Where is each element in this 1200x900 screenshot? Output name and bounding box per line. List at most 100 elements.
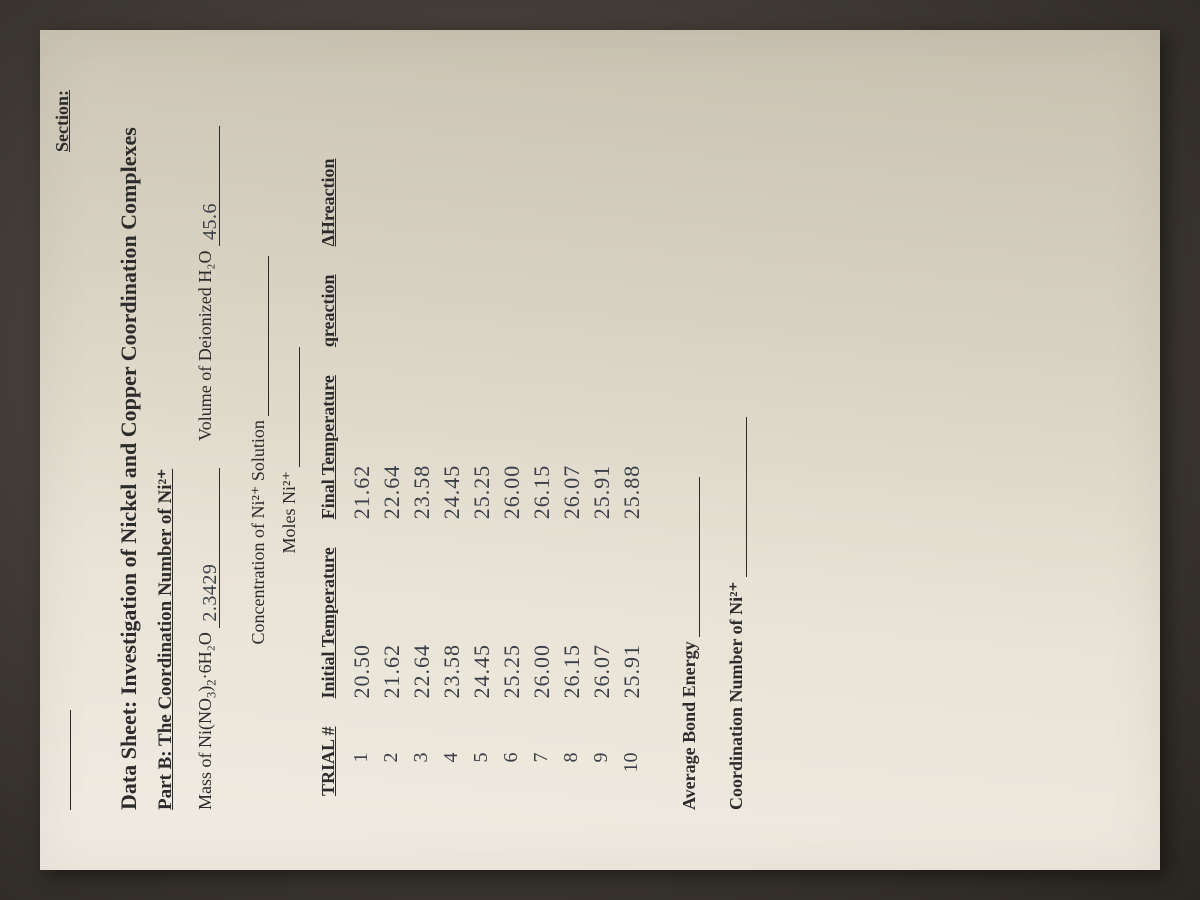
cell-q: [407, 260, 437, 361]
cell-dh: [347, 145, 377, 261]
photo-background: Section: Data Sheet: Investigation of Ni…: [0, 0, 1200, 900]
section-label: Section:: [52, 90, 73, 152]
cell-dh: [467, 145, 497, 261]
table-row: 726.0026.15: [527, 145, 557, 810]
concentration-label: Concentration of Ni²⁺ Solution: [248, 420, 268, 644]
worksheet-paper: Section: Data Sheet: Investigation of Ni…: [40, 30, 1160, 870]
table-row: 625.2526.00: [497, 145, 527, 810]
cell-t-final: 25.25: [467, 361, 497, 533]
cell-trial: 9: [587, 712, 617, 810]
cell-t-init: 26.00: [527, 533, 557, 712]
table-row: 926.0725.91: [587, 145, 617, 810]
cell-t-init: 20.50: [347, 533, 377, 712]
cell-t-final: 26.15: [527, 361, 557, 533]
cell-dh: [587, 145, 617, 261]
cell-t-init: 26.07: [587, 533, 617, 712]
cell-t-final: 25.91: [587, 361, 617, 533]
table-row: 120.5021.62: [347, 145, 377, 810]
cell-dh: [377, 145, 407, 261]
moles-label: Moles Ni²⁺: [279, 471, 299, 553]
footer-lines: Average Bond Energy Coordination Number …: [677, 90, 747, 810]
cell-trial: 10: [617, 712, 647, 810]
cell-t-final: 22.64: [377, 361, 407, 533]
table-row: 322.6423.58: [407, 145, 437, 810]
volume-blank: 45.6: [197, 126, 220, 246]
cell-dh: [557, 145, 587, 261]
volume-label: Volume of Deionized H₂O: [195, 251, 215, 441]
data-table: TRIAL # Initial Temperature Final Temper…: [314, 145, 647, 810]
cell-q: [467, 260, 497, 361]
cell-t-final: 26.00: [497, 361, 527, 533]
cell-dh: [407, 145, 437, 261]
moles-row: Moles Ni²⁺: [277, 90, 300, 810]
col-t-init: Initial Temperature: [314, 533, 347, 712]
table-row: 1025.9125.88: [617, 145, 647, 810]
cell-t-init: 25.25: [497, 533, 527, 712]
avg-bond-blank: [677, 477, 700, 637]
cell-trial: 2: [377, 712, 407, 810]
cell-q: [557, 260, 587, 361]
cell-t-final: 25.88: [617, 361, 647, 533]
mass-value: 2.3429: [199, 558, 221, 628]
date-blank: [52, 710, 71, 810]
avg-bond-label: Average Bond Energy: [679, 641, 699, 810]
concentration-row: Concentration of Ni²⁺ Solution: [246, 90, 269, 810]
cell-t-init: 26.15: [557, 533, 587, 712]
table-row: 423.5824.45: [437, 145, 467, 810]
cell-trial: 5: [467, 712, 497, 810]
col-t-final: Final Temperature: [314, 361, 347, 533]
table-row: 826.1526.07: [557, 145, 587, 810]
col-trial: TRIAL #: [314, 712, 347, 810]
cell-t-init: 25.91: [617, 533, 647, 712]
coord-num-blank: [724, 417, 747, 577]
cell-q: [497, 260, 527, 361]
cell-t-init: 21.62: [377, 533, 407, 712]
moles-blank: [277, 347, 300, 467]
concentration-blank: [246, 256, 269, 416]
volume-value: 45.6: [199, 197, 221, 246]
cell-trial: 4: [437, 712, 467, 810]
sheet-title: Data Sheet: Investigation of Nickel and …: [116, 90, 142, 810]
cell-dh: [527, 145, 557, 261]
cell-q: [437, 260, 467, 361]
cell-t-final: 24.45: [437, 361, 467, 533]
cell-t-final: 21.62: [347, 361, 377, 533]
cell-q: [347, 260, 377, 361]
cell-dh: [617, 145, 647, 261]
col-dh: ΔHreaction: [314, 145, 347, 261]
cell-t-init: 23.58: [437, 533, 467, 712]
cell-t-init: 24.45: [467, 533, 497, 712]
cell-dh: [497, 145, 527, 261]
cell-trial: 7: [527, 712, 557, 810]
moles-value: [279, 401, 301, 413]
col-q: qreaction: [314, 260, 347, 361]
cell-q: [377, 260, 407, 361]
mass-volume-row: Mass of Ni(NO3)2·6H₂O 2.3429 Volume of D…: [195, 90, 220, 810]
part-b-prefix: Part B:: [155, 746, 176, 810]
mass-label-pre: Mass of Ni(NO: [195, 698, 215, 810]
table-row: 221.6222.64: [377, 145, 407, 810]
cell-t-init: 22.64: [407, 533, 437, 712]
cell-t-final: 26.07: [557, 361, 587, 533]
table-row: 524.4525.25: [467, 145, 497, 810]
part-b-text: The Coordination Number of Ni²⁺: [155, 469, 176, 746]
table-body: 120.5021.62221.6222.64322.6423.58423.582…: [347, 145, 647, 810]
cell-q: [617, 260, 647, 361]
cell-dh: [437, 145, 467, 261]
coord-num-row: Coordination Number of Ni²⁺: [724, 90, 747, 810]
cell-trial: 3: [407, 712, 437, 810]
part-b-heading: Part B: The Coordination Number of Ni²⁺: [154, 90, 177, 810]
mass-label-post: ·6H₂O: [195, 632, 215, 679]
cell-trial: 8: [557, 712, 587, 810]
concentration-value: [248, 330, 270, 342]
cell-q: [527, 260, 557, 361]
avg-bond-row: Average Bond Energy: [677, 90, 700, 810]
cell-q: [587, 260, 617, 361]
table-header-row: TRIAL # Initial Temperature Final Temper…: [314, 145, 347, 810]
cell-trial: 6: [497, 712, 527, 810]
mass-blank: 2.3429: [197, 468, 220, 628]
cell-t-final: 23.58: [407, 361, 437, 533]
coord-num-label: Coordination Number of Ni²⁺: [726, 582, 746, 810]
mass-label: Mass of Ni(NO3)2·6H₂O: [195, 628, 215, 810]
cell-trial: 1: [347, 712, 377, 810]
